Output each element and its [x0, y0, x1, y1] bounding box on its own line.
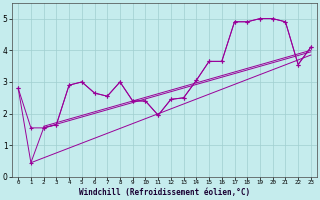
X-axis label: Windchill (Refroidissement éolien,°C): Windchill (Refroidissement éolien,°C) — [79, 188, 250, 197]
